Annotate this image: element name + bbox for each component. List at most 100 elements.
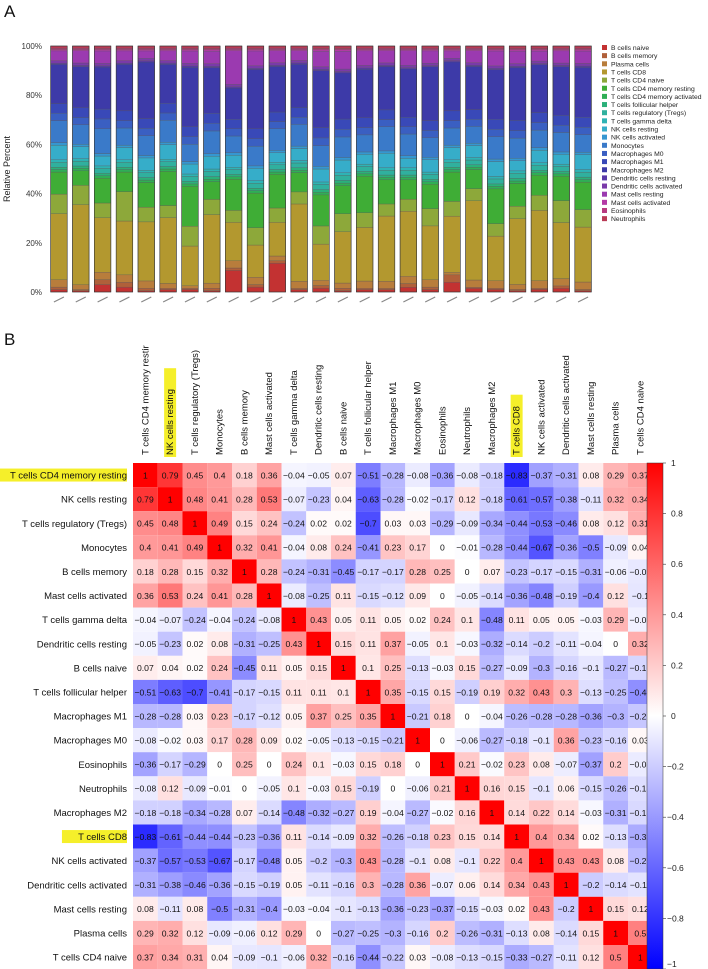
legend-label: Dendritic cells resting xyxy=(611,175,676,182)
cell-value: −0.4 xyxy=(261,904,278,914)
column-label: T cells CD4 memory restir xyxy=(140,345,151,455)
bar-outline xyxy=(421,45,439,293)
cell-value: 0.06 xyxy=(459,880,476,890)
heatmap-cell xyxy=(405,463,430,488)
cell-value: 0.43 xyxy=(533,880,550,890)
cell-value: 0.17 xyxy=(409,543,426,553)
cell-value: 1 xyxy=(440,760,445,770)
cell-value: −0.31 xyxy=(481,928,503,938)
cell-value: −0.01 xyxy=(209,784,231,794)
cell-value: −0.13 xyxy=(357,904,379,914)
cell-value: −0.28 xyxy=(382,470,404,480)
cell-value: −0.41 xyxy=(357,543,379,553)
legend-swatch xyxy=(602,175,607,181)
cell-value: −0.32 xyxy=(481,639,503,649)
column-label: Monocytes xyxy=(215,409,226,455)
cell-value: −0.25 xyxy=(357,928,379,938)
cell-value: −0.28 xyxy=(159,711,181,721)
cell-value: −0.07 xyxy=(555,760,577,770)
cell-value: 0.02 xyxy=(187,663,204,673)
cell-value: −0.21 xyxy=(407,711,429,721)
legend-swatch xyxy=(602,142,607,148)
cell-value: 1 xyxy=(217,543,222,553)
legend-label: T cells CD4 naive xyxy=(611,78,664,85)
cell-value: −0.12 xyxy=(382,591,404,601)
cell-value: 0.35 xyxy=(360,711,377,721)
cell-value: −0.28 xyxy=(382,856,404,866)
cell-value: −0.03 xyxy=(456,639,478,649)
cell-value: −0.04 xyxy=(481,711,503,721)
legend-swatch xyxy=(602,85,607,91)
column-label: Mast cells activated xyxy=(264,372,275,455)
cell-value: −0.09 xyxy=(605,543,627,553)
bar-outline xyxy=(203,45,221,293)
cell-value: 0.02 xyxy=(187,639,204,649)
cell-value: −0.05 xyxy=(258,784,280,794)
cell-value: 0.12 xyxy=(632,904,649,914)
cell-value: 0.34 xyxy=(162,952,179,962)
cell-value: −0.37 xyxy=(531,470,553,480)
stacked-bar-chart: 0% 20% 40% 60% 80% 100% Relative Percent B cell… xyxy=(2,42,702,303)
cell-value: 0.04 xyxy=(211,952,228,962)
cell-value: −0.11 xyxy=(556,639,577,649)
bar-outline xyxy=(552,45,570,293)
cell-value: 0.79 xyxy=(162,470,179,480)
cell-value: −0.15 xyxy=(357,735,379,745)
cell-value: −0.03 xyxy=(283,904,305,914)
cell-value: −0.09 xyxy=(234,952,256,962)
colorbar-tick-label: 0.6 xyxy=(671,559,683,569)
cell-value: 0.08 xyxy=(187,904,204,914)
cell-value: 0.11 xyxy=(509,615,525,625)
cell-value: −0.07 xyxy=(159,615,181,625)
cell-value: −0.06 xyxy=(283,952,305,962)
cell-value: 0.15 xyxy=(607,904,624,914)
cell-value: −0.51 xyxy=(357,470,379,480)
bar-outline xyxy=(399,45,417,293)
cell-value: 0.25 xyxy=(236,760,253,770)
cell-value: −0.24 xyxy=(283,567,305,577)
cell-value: 0 xyxy=(440,543,445,553)
cell-value: −0.23 xyxy=(234,832,256,842)
cell-value: −0.15 xyxy=(555,567,577,577)
cell-value: −0.27 xyxy=(333,928,355,938)
y-tick-label: 0% xyxy=(30,288,42,297)
heatmap-cell xyxy=(207,511,232,536)
cell-value: −0.18 xyxy=(407,832,429,842)
row-label: Macrophages M1 xyxy=(54,712,127,723)
heatmap-cell xyxy=(133,511,158,536)
column-label: T cells gamma delta xyxy=(289,369,300,455)
cell-value: 0.43 xyxy=(286,639,303,649)
cell-value: −0.15 xyxy=(357,591,379,601)
cell-value: −0.03 xyxy=(580,808,602,818)
colorbar-tick-label: 0.2 xyxy=(671,660,683,670)
cell-value: −0.06 xyxy=(407,784,429,794)
cell-value: −0.11 xyxy=(556,952,577,962)
legend-swatch xyxy=(602,216,607,222)
cell-value: 1 xyxy=(341,663,346,673)
legend-label: T cells regulatory (Tregs) xyxy=(611,110,686,117)
cell-value: 0.3 xyxy=(362,880,374,890)
row-label: Dendritic cells activated xyxy=(27,880,127,891)
cell-value: −0.15 xyxy=(580,784,602,794)
cell-value: 0.12 xyxy=(583,952,600,962)
cell-value: −0.09 xyxy=(506,663,528,673)
cell-value: −0.05 xyxy=(135,639,157,649)
cell-value: 0.37 xyxy=(385,639,402,649)
row-label: Mast cells activated xyxy=(44,591,127,602)
cell-value: 0.11 xyxy=(286,832,302,842)
cell-value: 0.37 xyxy=(137,952,154,962)
cell-value: 1 xyxy=(316,639,321,649)
cell-value: −0.63 xyxy=(357,494,379,504)
cell-value: 0.5 xyxy=(610,952,622,962)
cell-value: 0.02 xyxy=(583,832,600,842)
cell-value: 0.1 xyxy=(461,615,473,625)
sample-tick xyxy=(119,296,130,303)
column-label: Dendritic cells resting xyxy=(314,365,325,455)
cell-value: 0.11 xyxy=(311,687,327,697)
cell-value: 0.32 xyxy=(236,543,253,553)
heatmap-cell xyxy=(331,463,356,488)
cell-value: 0.23 xyxy=(508,760,525,770)
cell-value: −0.19 xyxy=(357,784,379,794)
row-label: Eosinophils xyxy=(78,760,127,771)
